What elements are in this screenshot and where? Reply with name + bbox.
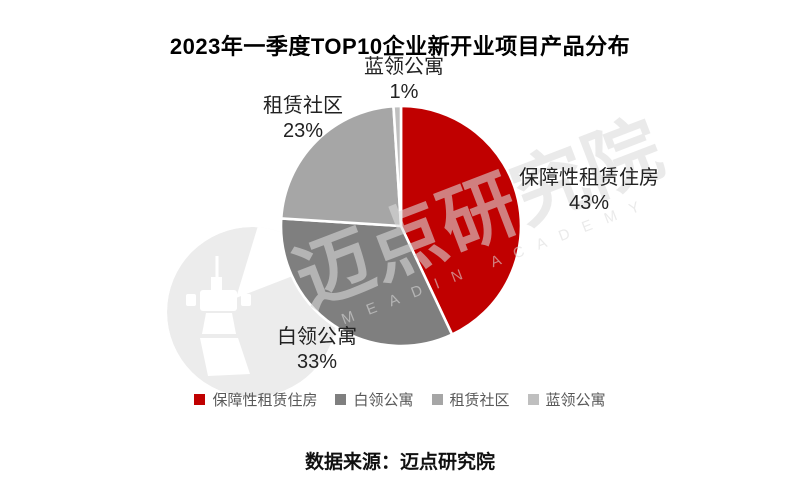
legend-item-2: 白领公寓 bbox=[335, 389, 414, 410]
pie-slice-1 bbox=[399, 104, 523, 336]
legend: 保障性租赁住房 白领公寓 租赁社区 蓝领公寓 bbox=[0, 389, 800, 410]
legend-item-1: 保障性租赁住房 bbox=[194, 389, 317, 410]
legend-swatch-icon bbox=[194, 394, 206, 405]
pie-slice-2 bbox=[279, 217, 454, 348]
page-title: 2023年一季度TOP10企业新开业项目产品分布 bbox=[169, 34, 631, 59]
pie-slice-4 bbox=[392, 104, 403, 228]
legend-swatch-icon bbox=[431, 394, 443, 405]
legend-item-4: 蓝领公寓 bbox=[527, 389, 606, 410]
legend-label: 租赁社区 bbox=[449, 392, 510, 409]
legend-label: 保障性租赁住房 bbox=[212, 392, 318, 409]
source-note: 数据来源：迈点研究院 bbox=[304, 452, 495, 473]
legend-item-3: 租赁社区 bbox=[431, 389, 510, 410]
legend-swatch-icon bbox=[335, 394, 347, 405]
legend-label: 白领公寓 bbox=[353, 392, 414, 409]
legend-swatch-icon bbox=[527, 394, 539, 405]
pie-slice-3 bbox=[279, 104, 403, 228]
legend-label: 蓝领公寓 bbox=[545, 392, 606, 409]
